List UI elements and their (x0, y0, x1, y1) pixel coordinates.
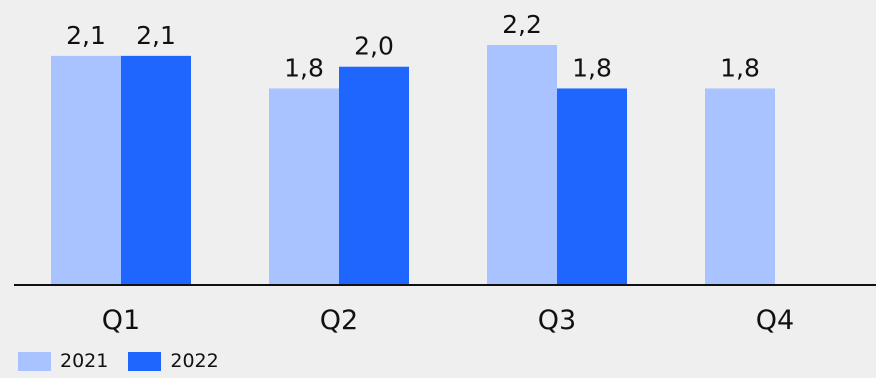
bar-2021-q3 (487, 45, 557, 284)
bar-2022-q3 (557, 88, 627, 284)
legend: 2021 2022 (18, 350, 219, 372)
legend-swatch-2021 (18, 351, 51, 371)
data-label-2021-q1: 2,1 (66, 21, 106, 50)
x-tick-label-q1: Q1 (102, 305, 140, 336)
bar-2022-q1 (121, 55, 191, 285)
bar-2021-q1 (51, 55, 121, 285)
legend-swatch-2022 (128, 351, 162, 371)
data-label-2021-q4: 1,8 (720, 53, 760, 82)
bar-2021-q2 (269, 88, 339, 284)
legend-item-2022: 2022 (128, 350, 219, 372)
data-label-2022-q1: 2,1 (136, 21, 176, 50)
legend-label-2022: 2022 (170, 350, 219, 372)
x-tick-label-q2: Q2 (320, 305, 358, 336)
legend-label-2021: 2021 (60, 350, 109, 372)
bar-2022-q2 (339, 66, 409, 285)
bar-chart: 2,1 1,8 2,2 1,8 2,1 2,0 1,8 Q1 Q2 Q3 Q4 (14, 10, 876, 336)
x-tick-label-q4: Q4 (756, 305, 794, 336)
x-tick-label-q3: Q3 (538, 305, 576, 336)
legend-item-2021: 2021 (18, 350, 108, 372)
bar-2021-q4 (705, 88, 775, 284)
data-label-2022-q3: 1,8 (572, 53, 612, 82)
data-label-2021-q3: 2,2 (502, 10, 542, 39)
data-label-2022-q2: 2,0 (354, 32, 394, 61)
data-label-2021-q2: 1,8 (284, 53, 324, 82)
